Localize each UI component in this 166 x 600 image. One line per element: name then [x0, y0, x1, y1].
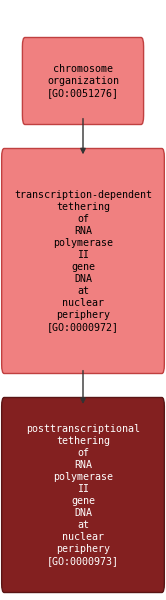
Text: posttranscriptional
tethering
of
RNA
polymerase
II
gene
DNA
at
nuclear
periphery: posttranscriptional tethering of RNA pol… — [26, 424, 140, 566]
Text: chromosome
organization
[GO:0051276]: chromosome organization [GO:0051276] — [47, 64, 119, 98]
Text: transcription-dependent
tethering
of
RNA
polymerase
II
gene
DNA
at
nuclear
perip: transcription-dependent tethering of RNA… — [14, 190, 152, 332]
FancyBboxPatch shape — [2, 149, 164, 373]
FancyBboxPatch shape — [22, 37, 144, 124]
FancyBboxPatch shape — [2, 398, 164, 593]
